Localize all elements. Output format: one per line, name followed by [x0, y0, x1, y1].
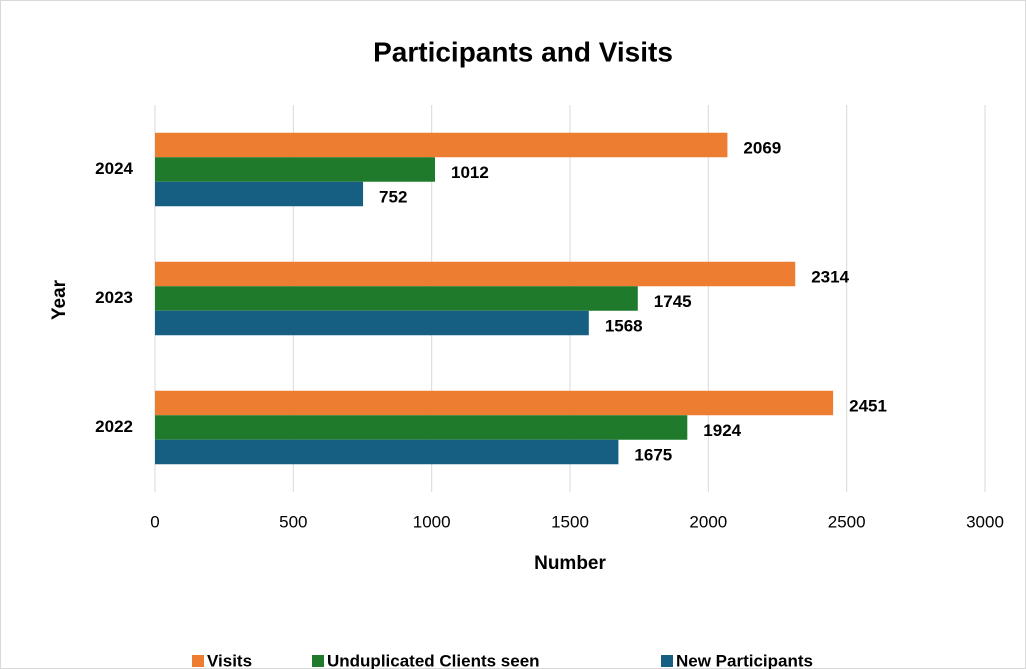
bar — [155, 415, 688, 440]
x-tick-label: 1000 — [413, 512, 451, 531]
legend-swatch — [312, 655, 324, 667]
bar — [155, 132, 728, 158]
x-tick-label: 1500 — [551, 512, 589, 531]
bar — [155, 181, 364, 207]
bar — [155, 157, 435, 182]
bar — [155, 286, 638, 311]
bar — [155, 310, 589, 336]
legend-label: Visits — [207, 651, 252, 669]
legend-swatch — [192, 655, 204, 667]
x-axis-label: Number — [534, 553, 606, 574]
y-tick-label: 2022 — [95, 417, 133, 436]
data-label: 752 — [379, 187, 407, 206]
data-label: 1568 — [605, 316, 643, 335]
data-label: 2069 — [743, 138, 781, 157]
data-label: 2314 — [811, 267, 849, 286]
data-label: 1924 — [703, 421, 741, 440]
y-tick-label: 2024 — [95, 159, 133, 178]
x-tick-label: 500 — [279, 512, 307, 531]
x-tick-label: 2000 — [689, 512, 727, 531]
y-tick-label: 2023 — [95, 288, 133, 307]
data-label: 1012 — [451, 163, 489, 182]
data-label: 1675 — [634, 445, 672, 464]
legend-label: New Participants — [676, 651, 813, 669]
data-label: 1745 — [654, 292, 692, 311]
y-axis-label: Year — [49, 279, 70, 320]
bar — [155, 439, 619, 465]
data-label: 2451 — [849, 396, 887, 415]
legend-label: Unduplicated Clients seen — [327, 651, 540, 669]
chart-title: Participants and Visits — [373, 36, 673, 67]
x-tick-label: 2500 — [828, 512, 866, 531]
x-tick-label: 3000 — [966, 512, 1004, 531]
bar — [155, 261, 796, 287]
bar — [155, 390, 834, 416]
x-tick-label: 0 — [150, 512, 159, 531]
legend-swatch — [661, 655, 673, 667]
